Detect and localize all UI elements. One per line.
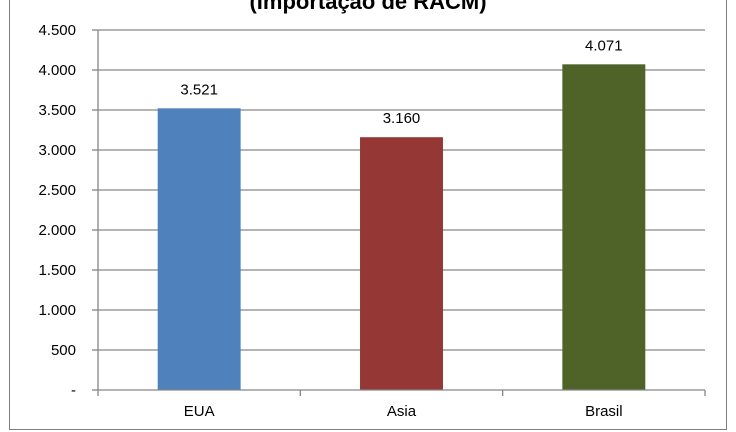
y-tick-label: 1.500 xyxy=(38,262,76,279)
axes xyxy=(92,29,706,396)
y-tick-label: 3.000 xyxy=(38,142,76,159)
y-tick-label: 2.000 xyxy=(38,222,76,239)
x-tick-label: Brasil xyxy=(585,403,623,420)
bar-brasil xyxy=(562,64,646,390)
bar-asia xyxy=(360,137,443,390)
data-label: 4.071 xyxy=(585,37,623,54)
data-label: 3.160 xyxy=(383,110,421,127)
y-tick-label: - xyxy=(71,382,76,399)
bar-eua xyxy=(157,108,241,390)
bars xyxy=(157,64,646,390)
y-tick-label: 2.500 xyxy=(38,182,76,199)
y-tick-label: 500 xyxy=(51,342,76,359)
labels: - 500 1.000 1.500 2.000 2.500 3.000 3.500 4.000 4… xyxy=(38,22,622,420)
y-tick-label: 3.500 xyxy=(38,102,76,119)
x-tick-label: Asia xyxy=(387,403,417,420)
data-label: 3.521 xyxy=(180,81,218,98)
chart-title: (Importação de RACM) xyxy=(249,0,486,14)
y-tick-label: 4.500 xyxy=(38,22,76,39)
y-tick-label: 1.000 xyxy=(38,302,76,319)
x-tick-label: EUA xyxy=(184,403,215,420)
y-tick-label: 4.000 xyxy=(38,62,76,79)
